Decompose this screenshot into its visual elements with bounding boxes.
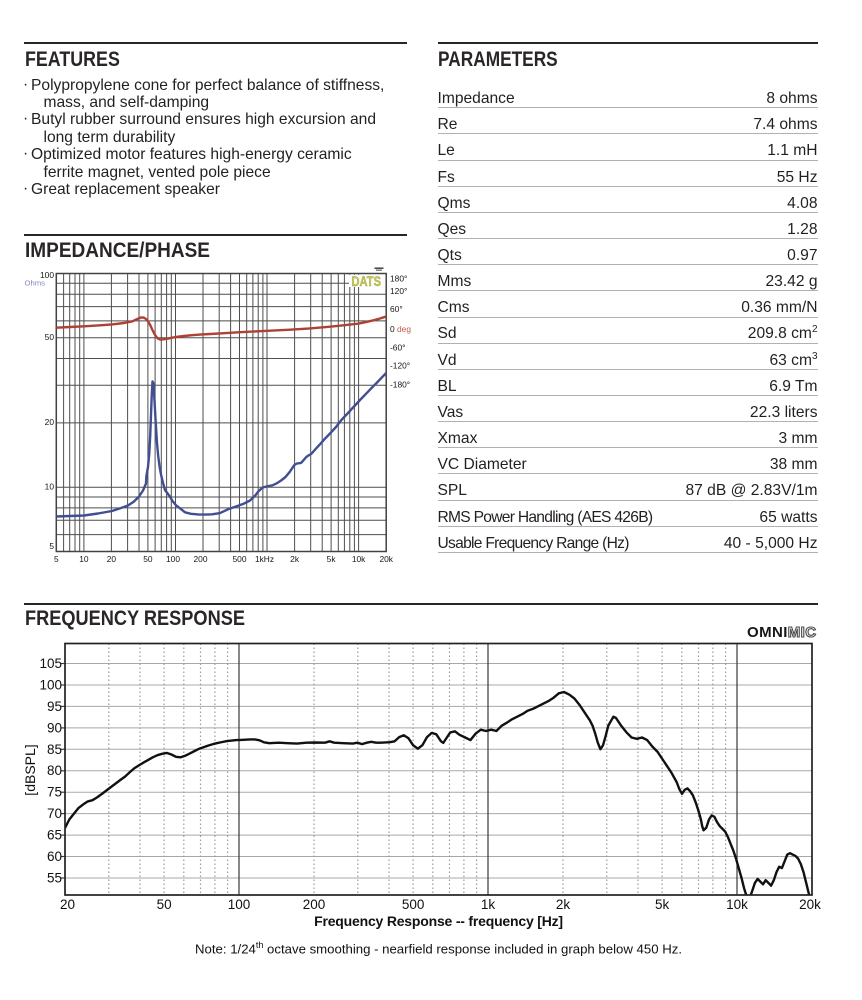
svg-text:-120°: -120° [390, 361, 410, 371]
svg-text:90: 90 [47, 720, 62, 735]
svg-text:100: 100 [39, 678, 62, 693]
svg-text:120°: 120° [390, 286, 407, 296]
svg-text:20: 20 [107, 554, 117, 564]
svg-text:200: 200 [194, 554, 208, 564]
svg-text:20k: 20k [799, 897, 821, 912]
svg-text:100: 100 [228, 897, 251, 912]
svg-text:60: 60 [47, 849, 62, 864]
svg-text:50: 50 [157, 897, 172, 912]
svg-text:2k: 2k [556, 897, 571, 912]
svg-text:75: 75 [47, 785, 62, 800]
svg-text:Ohms: Ohms [25, 279, 46, 288]
svg-text:1kHz: 1kHz [255, 554, 274, 564]
svg-text:20k: 20k [379, 554, 393, 564]
svg-text:5k: 5k [327, 554, 337, 564]
svg-text:5: 5 [49, 541, 54, 551]
svg-text:500: 500 [402, 897, 425, 912]
svg-text:105: 105 [39, 656, 62, 671]
svg-text:50: 50 [143, 554, 153, 564]
svg-text:95: 95 [47, 699, 62, 714]
svg-text:70: 70 [47, 806, 62, 821]
svg-text:100: 100 [166, 554, 180, 564]
svg-text:180°: 180° [390, 274, 407, 284]
svg-text:1k: 1k [481, 897, 496, 912]
svg-text:100: 100 [40, 270, 54, 280]
svg-text:200: 200 [303, 897, 326, 912]
svg-text:5k: 5k [655, 897, 670, 912]
svg-text:0 deg: 0 deg [390, 324, 411, 334]
svg-text:-60°: -60° [390, 342, 405, 352]
svg-text:2k: 2k [290, 554, 300, 564]
svg-text:20: 20 [45, 417, 55, 427]
svg-text:500: 500 [233, 554, 247, 564]
svg-text:20: 20 [60, 897, 75, 912]
svg-text:80: 80 [47, 763, 62, 778]
svg-text:10k: 10k [352, 554, 366, 564]
svg-text:10: 10 [79, 554, 89, 564]
svg-text:10k: 10k [726, 897, 748, 912]
svg-text:60°: 60° [390, 304, 403, 314]
svg-text:-180°: -180° [390, 379, 410, 389]
svg-text:85: 85 [47, 742, 62, 757]
svg-text:5: 5 [54, 554, 59, 564]
svg-text:10: 10 [45, 481, 55, 491]
svg-text:55: 55 [47, 871, 62, 886]
svg-text:50: 50 [45, 332, 55, 342]
svg-text:65: 65 [47, 828, 62, 843]
svg-text:DATS: DATS [352, 273, 382, 289]
